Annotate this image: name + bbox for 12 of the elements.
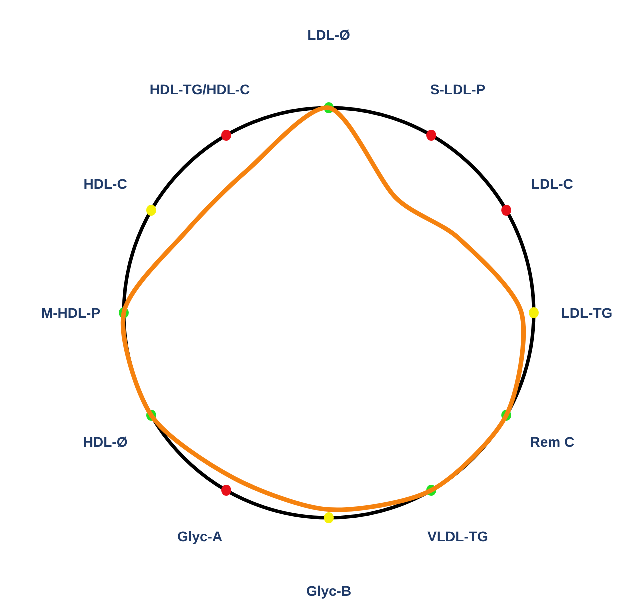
spoke-label: LDL-C [531, 176, 574, 192]
spoke-label: VLDL-TG [428, 528, 488, 544]
spoke-label: Rem C [530, 434, 575, 450]
spoke-label: Glyc-A [177, 528, 223, 544]
spoke-label: S-LDL-P [430, 81, 486, 98]
spoke-label: HDL-Ø [83, 434, 128, 450]
spoke-label: M-HDL-P [41, 304, 101, 321]
spoke-label: LDL-Ø [308, 26, 350, 43]
spoke-label: Glyc-B [306, 582, 352, 599]
spoke-label: HDL-C [84, 176, 128, 192]
spoke-label: LDL-TG [561, 304, 613, 321]
spoke-label: HDL-TG/HDL-C [150, 81, 250, 98]
